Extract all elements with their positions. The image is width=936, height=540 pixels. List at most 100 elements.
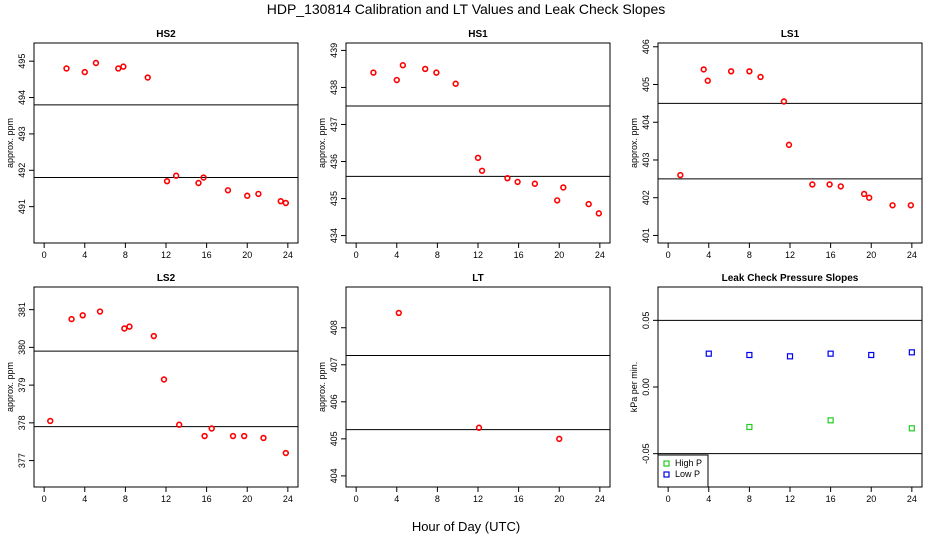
data-point [282,449,290,457]
data-point [560,184,567,191]
y-axis-label: approx. ppm [629,118,639,168]
panel-lt: LT 0 4 8 12 16 20 24 404 405 406 407 408 approx. ppm [317,273,611,504]
data-point [244,192,251,199]
data-point [81,68,88,76]
data-point [677,171,684,179]
data-point [700,66,707,73]
plot-frame [345,42,611,244]
x-tick-label: 4 [394,494,399,504]
data-point [399,62,407,69]
y-tick-label: 403 [641,152,651,167]
x-tick-label: 8 [747,250,752,260]
x-tick-label: 0 [666,250,671,260]
x-tick-label: 20 [242,250,252,260]
legend-box [657,454,709,488]
y-tick-label: 439 [329,43,339,58]
data-point [160,376,168,383]
y-axis-label: approx. ppm [5,118,15,168]
data-point [96,308,104,315]
x-tick-label: 24 [283,494,293,504]
x-tick-label: 0 [354,494,359,504]
x-tick-label: 20 [866,494,876,504]
data-point [47,417,54,425]
x-tick-label: 0 [666,494,671,504]
y-tick-label: 0.00 [641,378,651,396]
data-point [195,179,202,187]
series-values [63,59,290,207]
data-point [126,323,133,330]
x-tick-label: 12 [161,250,171,260]
y-tick-label: 405 [329,431,339,446]
y-axis-label: kPa per min. [629,362,639,413]
x-tick-label: 12 [785,494,795,504]
data-point [200,174,207,181]
data-point [865,194,873,201]
data-point [827,417,834,424]
panel-ls2: LS2 0 4 8 12 16 20 24 377 378 379 380 381 approx. ppm [5,273,299,504]
y-tick-label: 492 [17,163,27,178]
x-tick-label: 24 [907,494,917,504]
y-tick-label: 495 [17,54,27,69]
x-tick-label: 16 [826,250,836,260]
panel-hs1: HS1 0 4 8 12 16 20 24 434 435 436 437 438 439 approx. … [317,29,611,260]
data-point [705,350,712,357]
data-point [889,202,896,209]
x-tick-label: 4 [82,250,87,260]
x-tick-label: 4 [706,494,711,504]
panel-ls1: LS1 0 4 8 12 16 20 24 401 402 403 404 405 406 approx. … [629,29,923,260]
data-point [514,178,521,186]
x-tick-label: 0 [42,250,47,260]
data-point [255,190,262,198]
panel-title: LS2 [157,273,176,284]
series-low-p [705,349,915,360]
data-point [504,174,511,182]
data-point [150,332,158,340]
data-point [837,183,844,190]
x-tick-label: 24 [595,494,605,504]
panel-title: HS1 [468,29,488,40]
data-point [277,197,284,205]
panel-title: Leak Check Pressure Slopes [722,273,859,284]
series-values [370,62,603,217]
data-point [393,76,400,84]
plot-frame [33,42,299,244]
series-values [677,66,915,209]
x-tick-label: 24 [595,250,605,260]
x-tick-label: 16 [514,494,524,504]
y-tick-label: 436 [329,154,339,169]
x-tick-label: 12 [161,494,171,504]
data-point [907,202,915,209]
x-tick-label: 20 [242,494,252,504]
y-axis-label: approx. ppm [5,362,15,412]
data-point [556,435,563,443]
y-tick-label: 438 [329,80,339,95]
x-tick-label: 20 [554,494,564,504]
data-point [115,65,122,72]
data-point [120,63,127,70]
data-point [163,177,171,185]
x-tick-label: 12 [473,494,483,504]
data-point [63,65,70,72]
legend-label: Low P [675,469,700,479]
data-point [176,421,183,428]
x-tick-label: 12 [785,250,795,260]
data-point [704,77,711,84]
y-tick-label: 380 [17,340,27,355]
data-point [144,74,151,81]
series-values [47,308,290,457]
y-tick-label: 406 [641,39,651,54]
data-point [746,68,753,75]
x-tick-label: 4 [394,250,399,260]
data-point [260,434,267,442]
x-tick-label: 16 [826,494,836,504]
data-point [433,69,440,76]
data-point [452,80,459,87]
x-tick-label: 4 [706,250,711,260]
data-point [757,73,764,81]
data-point [201,432,208,440]
data-point [208,425,215,432]
data-point [860,190,868,198]
data-point [826,181,833,188]
panel-leak: Leak Check Pressure Slopes 0 4 8 12 16 20 24 -0.… [629,273,923,504]
